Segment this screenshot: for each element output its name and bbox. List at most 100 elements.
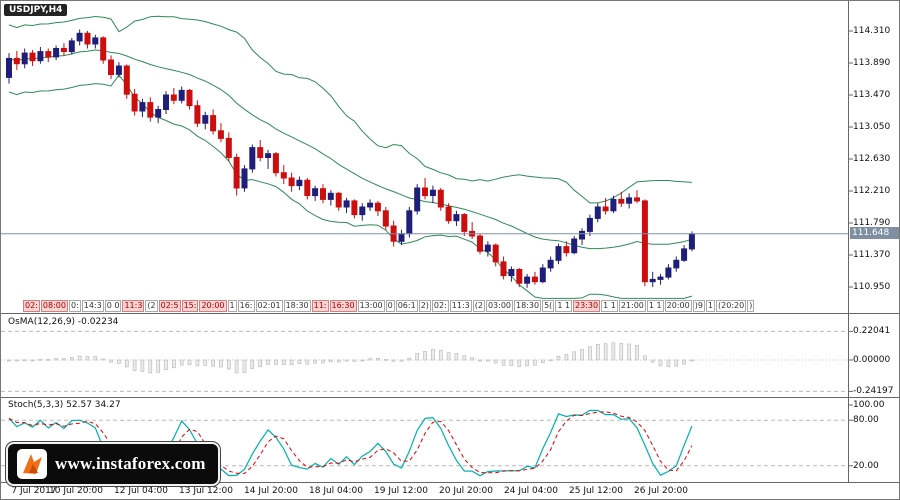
osma-bar xyxy=(690,359,694,362)
price-axis-tick: 110.950 xyxy=(853,282,891,292)
candle-body xyxy=(484,244,491,252)
osma-bar xyxy=(674,359,679,367)
candle-body xyxy=(13,57,20,65)
osma-bar xyxy=(195,359,200,367)
time-chip: 16:30 xyxy=(329,300,357,312)
time-chip: 0: xyxy=(68,300,81,312)
osma-bar xyxy=(242,359,247,373)
candle-body xyxy=(60,48,67,52)
osma-bar xyxy=(38,358,43,361)
osma-bar xyxy=(603,343,608,361)
time-chip: 20:00 xyxy=(664,300,692,312)
osma-bar xyxy=(650,359,655,363)
osma-bar xyxy=(54,358,58,361)
current-price-badge: 111.648 xyxy=(850,227,899,239)
time-chip: 18:30 xyxy=(283,300,311,312)
osma-bar xyxy=(478,359,482,362)
osma-bar xyxy=(517,359,522,367)
osma-bar xyxy=(164,359,168,370)
osma-bar xyxy=(352,359,357,362)
candle-body xyxy=(461,214,468,232)
instaforex-watermark: www.instaforex.com xyxy=(6,442,220,486)
time-chip: 23:30 xyxy=(573,300,601,312)
time-chip: 5( xyxy=(542,300,555,312)
osma-bar xyxy=(588,346,592,361)
candle-body xyxy=(445,206,452,222)
candle-body xyxy=(68,40,75,53)
osma-axis-tick: 0.22041 xyxy=(853,326,891,336)
candle-body xyxy=(155,109,162,118)
candle-body xyxy=(579,230,585,240)
osma-bar xyxy=(682,359,686,365)
candle-body xyxy=(641,200,648,283)
time-chip: 11: xyxy=(311,300,329,312)
time-chip: 11:3 xyxy=(122,300,145,312)
osma-bar xyxy=(297,359,302,365)
date-axis-label: 18 Jul 04:00 xyxy=(309,486,363,496)
time-chip: 1 xyxy=(227,300,237,312)
price-axis-tick: 113.890 xyxy=(853,58,891,68)
osma-bar xyxy=(15,359,19,362)
date-axis-label: 7 Jul 2017 xyxy=(11,486,57,496)
candle-body xyxy=(555,246,562,261)
osma-bar xyxy=(431,349,435,361)
candle-body xyxy=(374,202,381,212)
osma-bar xyxy=(321,359,325,364)
osma-bar xyxy=(109,359,113,363)
date-axis-label: 19 Jul 12:00 xyxy=(374,486,428,496)
osma-bar xyxy=(70,357,74,361)
osma-bar xyxy=(7,359,11,362)
candle-body xyxy=(163,94,169,110)
candle-body xyxy=(665,267,672,278)
osma-bar xyxy=(407,357,412,361)
main-chart-plot-area[interactable] xyxy=(1,1,848,298)
osma-bar xyxy=(227,359,231,370)
candle-body xyxy=(406,210,413,235)
osma-bar xyxy=(580,349,584,361)
candle-body xyxy=(688,233,695,250)
time-chip: 02:01 xyxy=(255,300,283,312)
candle-body xyxy=(602,206,609,212)
time-chip: 18:30 xyxy=(514,300,542,312)
osma-bar xyxy=(336,359,341,363)
candle-body xyxy=(241,168,248,189)
candle-body xyxy=(272,153,279,174)
time-chip: 03:00 xyxy=(485,300,514,312)
candle-body xyxy=(437,189,444,208)
osma-bar xyxy=(383,358,388,361)
osma-bar xyxy=(658,359,663,367)
date-axis: 7 Jul 2017 10 Jul 20:00 12 Jul 04:00 13 Jul… xyxy=(1,486,849,499)
bollinger-lower-line xyxy=(8,74,693,299)
osma-bar xyxy=(172,359,176,369)
osma-bar xyxy=(501,359,506,366)
osma-bar xyxy=(666,359,671,368)
osma-axis-tick: -0.24197 xyxy=(853,386,894,396)
time-chip: 02:5 xyxy=(158,300,181,312)
time-chip: (2 xyxy=(472,300,485,312)
candle-body xyxy=(131,93,138,112)
osma-bar xyxy=(564,354,569,361)
candle-body xyxy=(594,206,601,219)
candle-body xyxy=(634,197,640,202)
candle-body xyxy=(21,52,28,65)
candle-body xyxy=(178,89,185,101)
candle-body xyxy=(626,197,633,204)
candle-body xyxy=(586,217,593,232)
osma-bar xyxy=(203,359,208,366)
osma-bar xyxy=(219,359,223,368)
osma-bar xyxy=(281,359,286,365)
candle-body xyxy=(422,187,428,197)
osma-bar xyxy=(556,355,561,361)
osma-bar xyxy=(454,353,459,361)
candle-body xyxy=(343,200,350,208)
candle-body xyxy=(139,102,146,112)
stoch-signal-line xyxy=(8,411,693,474)
candle-body xyxy=(382,210,389,227)
osma-bar xyxy=(462,355,467,361)
candle-body xyxy=(539,267,546,283)
osma-bar xyxy=(46,359,51,361)
candle-body xyxy=(37,51,44,62)
osma-bar xyxy=(525,359,529,367)
